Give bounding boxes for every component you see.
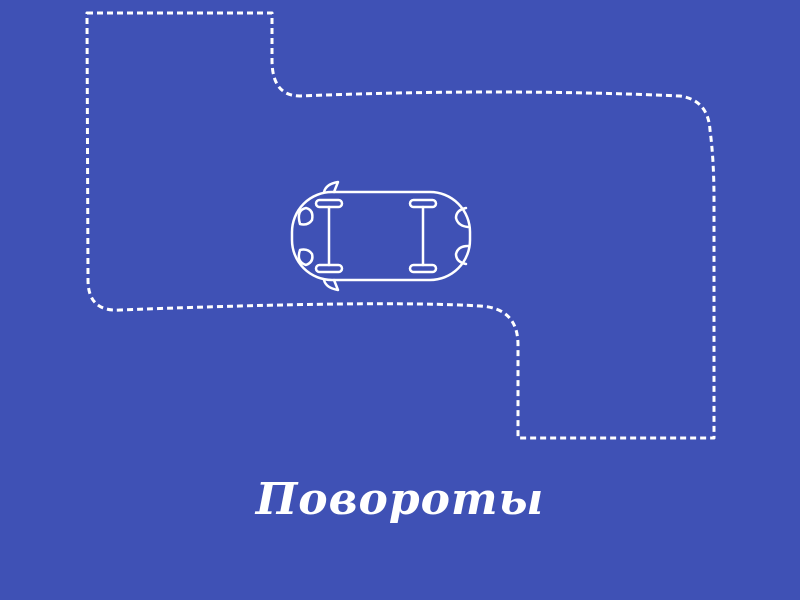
car-front-light-top <box>454 206 470 229</box>
car-mirror-top <box>322 180 340 194</box>
car-body <box>290 190 472 282</box>
car-rear-light-top <box>297 206 314 226</box>
car-mirror-bottom <box>322 278 340 292</box>
car-top-view-icon <box>290 180 472 292</box>
car-front-light-bottom <box>454 244 470 266</box>
caption-title: Повороты <box>255 474 545 525</box>
dashed-track-outline <box>85 11 716 440</box>
car-rear-light-bottom <box>297 248 314 267</box>
